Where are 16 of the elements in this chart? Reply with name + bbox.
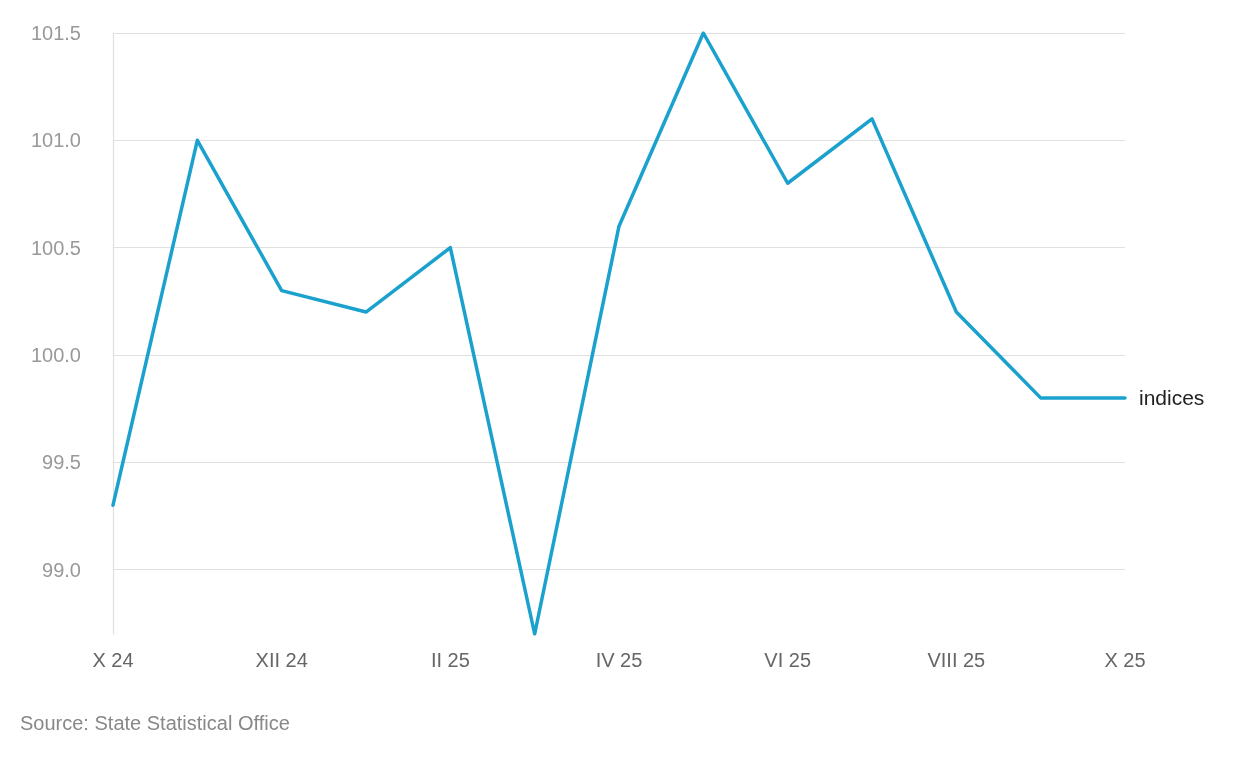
y-tick-label: 101.5 [30,22,81,44]
line-series [111,31,1127,636]
x-tick-label: XII 24 [255,649,308,671]
y-tick-label: 101.0 [30,129,81,152]
y-tick-label: 100.5 [30,236,81,259]
y-tick-label: 99.5 [42,451,81,474]
x-tick-label: VI 25 [764,649,812,671]
x-tick-label: VIII 25 [927,649,986,671]
x-tick-label: X 24 [92,649,134,671]
y-tick-label: 99.0 [42,558,81,581]
x-tick-label: X 25 [1104,649,1146,671]
source-note: Source: State Statistical Office [20,712,290,734]
x-tick-label: II 25 [430,649,470,671]
x-tick-label: IV 25 [595,649,643,671]
series-label: indices [1139,386,1205,410]
y-tick-label: 100.0 [30,343,81,366]
